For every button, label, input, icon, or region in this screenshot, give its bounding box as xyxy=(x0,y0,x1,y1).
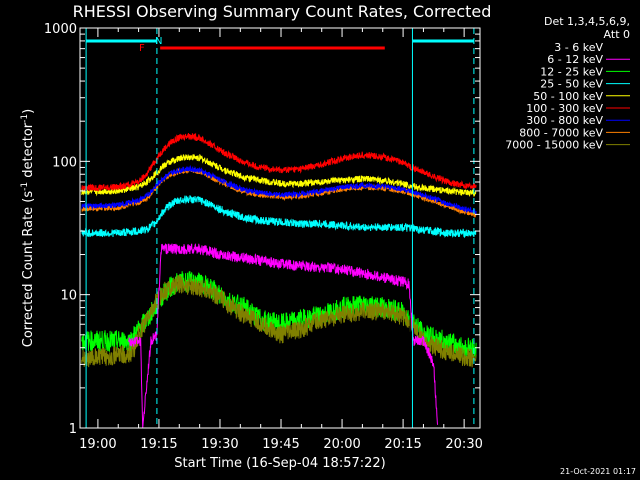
night-flag-label: N xyxy=(155,36,162,47)
legend-label: 50 - 100 keV xyxy=(533,90,603,103)
x-tick-label: 19:45 xyxy=(262,437,299,452)
legend-label: 800 - 7000 keV xyxy=(519,126,603,139)
series-line-5 xyxy=(81,132,477,192)
plot-frame xyxy=(79,27,481,429)
legend-header-line1: Det 1,3,4,5,6,9, xyxy=(544,15,630,28)
y-tick-labels: 1 10 100 1000 xyxy=(44,22,77,437)
legend-label: 7000 - 15000 keV xyxy=(505,139,603,152)
observing-markers: F N xyxy=(85,28,475,428)
y-axis-label: Corrected Count Rate (s-1 detector-1) xyxy=(20,109,36,347)
y-tick-label: 1 xyxy=(69,422,77,437)
y-axis-label-mid: detector xyxy=(21,122,36,182)
x-tick-label: 19:15 xyxy=(140,437,177,452)
series-traces xyxy=(81,132,477,429)
y-tick-label: 10 xyxy=(60,289,77,304)
x-tick-label: 19:00 xyxy=(79,437,116,452)
x-tick-labels: 19:00 19:15 19:30 19:45 20:00 20:15 20:30 xyxy=(79,437,483,452)
axis-ticks xyxy=(80,28,480,429)
footer-timestamp: 21-Oct-2021 01:17 xyxy=(560,467,636,476)
y-tick-label: 1000 xyxy=(44,22,77,37)
legend-label: 3 - 6 keV xyxy=(554,41,603,54)
series-line-4 xyxy=(81,153,477,198)
legend-label: 100 - 300 keV xyxy=(526,102,603,115)
legend-label: 6 - 12 keV xyxy=(547,53,603,66)
y-axis-label-end: ) xyxy=(21,109,36,114)
x-tick-label: 19:30 xyxy=(201,437,238,452)
x-tick-label: 20:00 xyxy=(323,437,360,452)
series-line-1 xyxy=(128,243,438,429)
x-axis-label: Start Time (16-Sep-04 18:57:22) xyxy=(174,456,385,471)
legend-header-line2: Att 0 xyxy=(604,28,630,41)
x-tick-label: 20:15 xyxy=(384,437,421,452)
plot-area: F N xyxy=(79,27,481,429)
flare-flag-label: F xyxy=(139,43,145,54)
x-tick-label: 20:30 xyxy=(445,437,482,452)
series-line-7 xyxy=(81,167,477,218)
series-line-3 xyxy=(81,194,477,239)
chart-title: RHESSI Observing Summary Count Rates, Co… xyxy=(73,2,492,21)
y-tick-label: 100 xyxy=(52,155,77,170)
series-line-6 xyxy=(81,164,477,215)
legend-label: 300 - 800 keV xyxy=(526,114,603,127)
y-axis-label-sup1: -1 xyxy=(20,182,30,191)
series-line-0 xyxy=(157,222,413,429)
y-axis-label-main: Corrected Count Rate (s xyxy=(21,191,36,348)
legend-label: 25 - 50 keV xyxy=(540,78,603,91)
y-axis-label-sup2: -1 xyxy=(20,114,30,123)
legend-label: 12 - 25 keV xyxy=(540,65,603,78)
